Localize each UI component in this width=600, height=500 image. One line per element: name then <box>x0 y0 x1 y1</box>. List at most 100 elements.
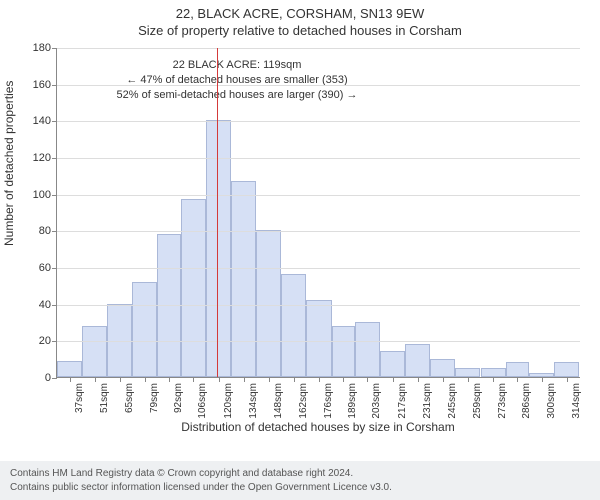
gridline <box>57 231 580 232</box>
annotation-line-3: 52% of semi-detached houses are larger (… <box>93 88 381 103</box>
histogram-bar <box>405 344 430 377</box>
x-tick-mark <box>367 377 368 382</box>
histogram-bar <box>132 282 157 377</box>
x-tick-label: 162sqm <box>298 383 309 419</box>
x-tick-mark <box>393 377 394 382</box>
x-tick-label: 92sqm <box>173 383 184 413</box>
gridline <box>57 341 580 342</box>
page-subtitle: Size of property relative to detached ho… <box>0 21 600 42</box>
gridline <box>57 48 580 49</box>
x-tick-mark <box>120 377 121 382</box>
histogram-bar <box>306 300 331 377</box>
gridline <box>57 268 580 269</box>
plot-area: 22 BLACK ACRE: 119sqm ← 47% of detached … <box>56 48 580 378</box>
histogram-bar <box>506 362 529 377</box>
y-tick-label: 180 <box>33 42 51 54</box>
x-tick-mark <box>567 377 568 382</box>
x-tick-mark <box>418 377 419 382</box>
histogram-bar <box>82 326 107 377</box>
gridline <box>57 121 580 122</box>
y-tick-mark <box>52 378 57 379</box>
x-tick-label: 106sqm <box>197 383 208 419</box>
y-tick-label: 140 <box>33 115 51 127</box>
x-tick-mark <box>145 377 146 382</box>
y-tick-label: 80 <box>39 225 51 237</box>
y-tick-label: 160 <box>33 79 51 91</box>
x-tick-label: 231sqm <box>422 383 433 419</box>
x-tick-label: 148sqm <box>273 383 284 419</box>
x-tick-mark <box>468 377 469 382</box>
x-tick-mark <box>269 377 270 382</box>
x-tick-label: 286sqm <box>521 383 532 419</box>
gridline <box>57 85 580 86</box>
annotation-box: 22 BLACK ACRE: 119sqm ← 47% of detached … <box>87 56 387 105</box>
x-tick-label: 314sqm <box>571 383 582 419</box>
footer-line-2: Contains public sector information licen… <box>10 481 590 495</box>
histogram-bar <box>57 361 82 378</box>
x-tick-mark <box>294 377 295 382</box>
x-tick-mark <box>244 377 245 382</box>
x-tick-mark <box>517 377 518 382</box>
y-tick-label: 100 <box>33 189 51 201</box>
gridline <box>57 195 580 196</box>
x-tick-mark <box>95 377 96 382</box>
x-tick-label: 189sqm <box>347 383 358 419</box>
histogram-bar <box>181 199 206 377</box>
x-tick-mark <box>343 377 344 382</box>
x-tick-label: 176sqm <box>323 383 334 419</box>
x-tick-label: 245sqm <box>447 383 458 419</box>
x-tick-mark <box>193 377 194 382</box>
gridline <box>57 305 580 306</box>
y-tick-mark <box>52 305 57 306</box>
x-tick-label: 79sqm <box>149 383 160 413</box>
histogram-bar <box>281 274 306 377</box>
x-tick-mark <box>443 377 444 382</box>
histogram-bar <box>455 368 480 377</box>
histogram-bar <box>332 326 355 377</box>
y-tick-mark <box>52 341 57 342</box>
x-tick-label: 217sqm <box>397 383 408 419</box>
annotation-line-1: 22 BLACK ACRE: 119sqm <box>93 58 381 73</box>
y-tick-label: 40 <box>39 299 51 311</box>
x-tick-label: 37sqm <box>74 383 85 413</box>
footer: Contains HM Land Registry data © Crown c… <box>0 461 600 500</box>
y-tick-label: 20 <box>39 335 51 347</box>
footer-line-1: Contains HM Land Registry data © Crown c… <box>10 467 590 481</box>
x-tick-label: 134sqm <box>248 383 259 419</box>
x-tick-label: 300sqm <box>546 383 557 419</box>
y-tick-mark <box>52 48 57 49</box>
page-address: 22, BLACK ACRE, CORSHAM, SN13 9EW <box>0 0 600 21</box>
x-tick-mark <box>219 377 220 382</box>
chart-container: Number of detached properties 22 BLACK A… <box>0 42 600 432</box>
x-tick-label: 259sqm <box>472 383 483 419</box>
histogram-bar <box>481 368 506 377</box>
y-tick-mark <box>52 231 57 232</box>
x-axis-label: Distribution of detached houses by size … <box>56 420 580 434</box>
y-tick-label: 60 <box>39 262 51 274</box>
histogram-bar <box>355 322 380 377</box>
gridline <box>57 158 580 159</box>
x-tick-mark <box>169 377 170 382</box>
marker-line <box>217 48 218 377</box>
histogram-bar <box>430 359 455 377</box>
y-axis-label: Number of detached properties <box>2 228 16 246</box>
x-tick-label: 273sqm <box>497 383 508 419</box>
x-tick-label: 51sqm <box>99 383 110 413</box>
y-tick-mark <box>52 195 57 196</box>
x-tick-label: 65sqm <box>124 383 135 413</box>
histogram-bar <box>380 351 405 377</box>
y-tick-mark <box>52 158 57 159</box>
x-tick-mark <box>542 377 543 382</box>
histogram-bar <box>231 181 256 377</box>
y-tick-mark <box>52 121 57 122</box>
y-tick-label: 0 <box>45 372 51 384</box>
x-tick-mark <box>493 377 494 382</box>
histogram-bar <box>554 362 579 377</box>
x-tick-label: 203sqm <box>371 383 382 419</box>
y-tick-label: 120 <box>33 152 51 164</box>
y-tick-mark <box>52 85 57 86</box>
x-tick-mark <box>70 377 71 382</box>
histogram-bar <box>107 304 132 377</box>
y-tick-mark <box>52 268 57 269</box>
x-tick-mark <box>319 377 320 382</box>
